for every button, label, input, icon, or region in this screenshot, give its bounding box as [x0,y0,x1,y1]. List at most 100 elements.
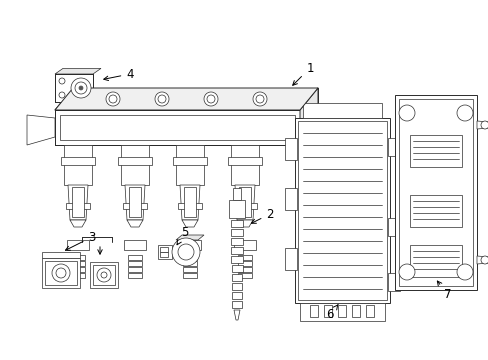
Circle shape [178,244,194,260]
Bar [160,252,168,257]
Circle shape [398,105,414,121]
Bar [93,265,115,285]
Bar [90,262,118,288]
Polygon shape [176,235,203,240]
Polygon shape [235,185,254,220]
Bar [67,240,89,250]
Bar [71,273,85,278]
Circle shape [56,268,66,278]
Polygon shape [176,145,203,185]
Polygon shape [180,185,200,220]
Polygon shape [55,110,299,145]
Circle shape [172,238,200,266]
Polygon shape [299,88,317,145]
Bar [337,305,346,317]
Circle shape [109,95,117,103]
Text: 4: 4 [103,68,134,81]
Circle shape [101,272,107,278]
Polygon shape [125,185,145,220]
Bar [179,240,201,250]
Circle shape [59,78,65,84]
Circle shape [398,264,414,280]
Bar [398,99,472,286]
Bar [129,187,141,217]
Polygon shape [230,145,259,185]
Bar [42,252,80,258]
Bar [60,115,294,140]
Circle shape [456,105,472,121]
Bar [227,157,262,165]
Polygon shape [27,115,55,145]
Bar [118,157,152,165]
Polygon shape [121,145,149,185]
Circle shape [71,78,91,98]
Text: 5: 5 [177,225,188,245]
Circle shape [155,92,169,106]
Bar [71,255,85,260]
Polygon shape [476,256,488,264]
Circle shape [97,268,111,282]
Bar [42,258,80,288]
Bar [66,203,90,209]
Bar [387,273,399,291]
Bar [285,188,296,210]
Circle shape [79,86,83,90]
Polygon shape [127,220,142,227]
Bar [303,103,381,118]
Bar [285,248,296,270]
Circle shape [203,92,218,106]
Circle shape [75,82,87,94]
Circle shape [480,121,488,129]
Circle shape [158,95,165,103]
Bar [128,267,142,272]
Bar [231,283,242,290]
Bar [45,261,77,285]
Bar [299,303,384,321]
Circle shape [206,95,215,103]
Circle shape [59,92,65,98]
Bar [178,203,202,209]
Circle shape [252,92,266,106]
Bar [238,261,251,266]
Polygon shape [476,121,488,129]
Bar [309,305,317,317]
Polygon shape [182,220,198,227]
Bar [238,273,251,278]
Circle shape [480,256,488,264]
Bar [239,187,250,217]
Text: 7: 7 [436,281,451,302]
Bar [183,267,197,272]
Bar [183,261,197,266]
Bar [394,95,476,290]
Bar [71,267,85,272]
Bar [128,273,142,278]
Polygon shape [68,185,88,220]
Bar [72,187,84,217]
Text: 2: 2 [251,207,273,223]
Bar [238,267,251,272]
Polygon shape [55,88,317,110]
Bar [128,261,142,266]
Bar [183,255,197,260]
Polygon shape [64,145,92,185]
Bar [231,265,242,272]
Bar [183,273,197,278]
Bar [160,247,168,252]
Text: 6: 6 [325,304,338,321]
Bar [231,229,243,236]
Bar [387,138,399,156]
Circle shape [256,95,264,103]
Bar [231,238,243,245]
Bar [365,305,373,317]
Bar [228,200,244,218]
Bar [238,255,251,260]
Polygon shape [237,220,252,227]
Bar [158,245,172,259]
Bar [123,203,147,209]
Bar [409,135,461,167]
Bar [183,187,196,217]
Polygon shape [234,310,240,320]
Polygon shape [55,74,93,102]
Bar [387,218,399,236]
Bar [409,245,461,277]
